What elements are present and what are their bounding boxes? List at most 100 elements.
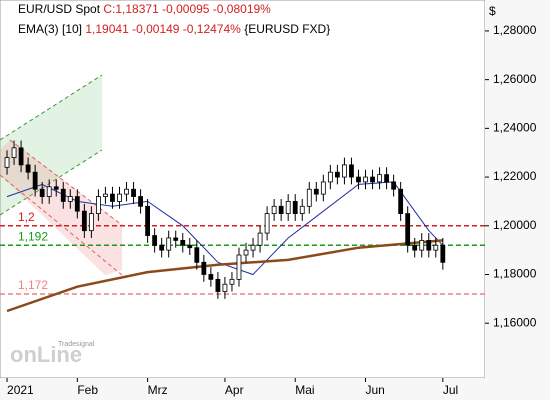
candle-body: [349, 164, 354, 178]
indicator-line: [6, 239, 443, 313]
candle-body: [103, 193, 108, 197]
candle-body: [222, 283, 228, 292]
channel-line: [9, 139, 123, 226]
x-tick-label: Mai: [295, 383, 314, 397]
candle-body: [187, 244, 193, 249]
brand: Tradesignal: [58, 341, 95, 348]
candle-body: [180, 239, 186, 246]
candle-body: [264, 213, 270, 234]
header-line-1: EUR/USD Spot C:1,18371 -0,00095 -0,08019…: [18, 2, 271, 16]
level-label: 1,172: [18, 278, 48, 292]
symbol: EUR/USD Spot: [18, 2, 101, 16]
candle-body: [292, 201, 298, 214]
candle-body: [60, 188, 66, 202]
channel-line: [0, 149, 103, 216]
x-tick-label: Mrz: [148, 383, 168, 397]
candle-body: [208, 274, 214, 280]
candle-body: [152, 235, 158, 246]
candle-body: [194, 247, 200, 263]
candle-body: [159, 244, 165, 251]
candle-body: [236, 254, 242, 280]
candle-body: [419, 239, 425, 251]
plot-area: [0, 0, 486, 379]
logo: onLine: [10, 342, 82, 367]
y-tick-label: 1,20000: [493, 218, 537, 232]
candle-body: [433, 244, 439, 251]
candle-body: [320, 181, 326, 195]
y-tick-label: 1,24000: [493, 121, 537, 135]
source: {EURUSD FXD}: [244, 22, 330, 36]
candle-body: [250, 244, 256, 251]
candle-body: [384, 174, 389, 183]
candle-body: [201, 261, 207, 275]
currency: $: [489, 4, 496, 18]
candle-body: [67, 196, 73, 202]
candle-body: [96, 196, 101, 214]
candle-body: [440, 244, 446, 263]
quote: C:1,18371 -0,00095 -0,08019%: [103, 2, 271, 16]
candle-body: [4, 157, 10, 168]
candle-body: [342, 164, 347, 178]
candle-body: [166, 237, 172, 251]
channel-line: [0, 74, 103, 141]
down-channel: [0, 140, 122, 275]
candle-body: [271, 205, 277, 214]
candle-body: [412, 244, 418, 251]
x-tick-label: Apr: [225, 383, 244, 397]
candle-body: [405, 213, 411, 246]
candle-body: [145, 205, 151, 236]
y-tick-label: 1,18000: [493, 267, 537, 281]
candle-body: [327, 171, 333, 183]
candle-body: [53, 186, 59, 190]
level-label: 1,192: [18, 229, 48, 243]
candle-body: [88, 213, 94, 232]
candle-body: [299, 205, 305, 214]
candle-body: [398, 188, 404, 214]
candle-body: [313, 188, 319, 195]
x-tick-label: Feb: [77, 383, 98, 397]
candle-body: [306, 188, 312, 207]
candle-body: [356, 176, 361, 183]
candle-body: [46, 186, 52, 197]
candle-body: [285, 201, 291, 214]
candle-body: [370, 176, 375, 183]
candle-body: [11, 147, 17, 158]
candle-body: [117, 193, 122, 202]
candle-body: [278, 205, 284, 214]
indicator-values: 1,19041 -0,00149 -0,12474%: [85, 22, 241, 36]
x-tick-label: Jun: [366, 383, 385, 397]
y-axis-panel: [485, 0, 550, 400]
candle-body: [426, 239, 432, 251]
candle-body: [124, 188, 129, 195]
y-tick-label: 1,28000: [493, 23, 537, 37]
marks: 1,2 1,192 1,172: [0, 140, 485, 313]
candle-body: [39, 188, 45, 197]
candle-body: [173, 237, 179, 241]
y-tick-label: 1,22000: [493, 169, 537, 183]
x-axis-panel: [0, 378, 485, 400]
candle-body: [229, 278, 235, 285]
candle-body: [391, 181, 397, 190]
y-tick-label: 1,16000: [493, 315, 537, 329]
candle-body: [110, 193, 115, 202]
candle-body: [32, 171, 38, 190]
candle-body: [131, 188, 136, 197]
candle-body: [25, 164, 31, 173]
x-tick-label: Jul: [443, 383, 458, 397]
candle-body: [243, 249, 249, 256]
channel-line: [0, 174, 123, 276]
candle-body: [74, 196, 80, 212]
candle-body: [138, 196, 143, 207]
candle-body: [377, 174, 382, 183]
candle-body: [363, 176, 368, 183]
y-tick-label: 1,26000: [493, 72, 537, 86]
indicator: EMA(3) [10]: [18, 22, 82, 36]
candle-body: [18, 147, 24, 166]
candle-body: [81, 210, 87, 232]
up-channel: [0, 75, 102, 215]
header-line-2: EMA(3) [10] 1,19041 -0,00149 -0,12474% {…: [18, 22, 330, 36]
candle-body: [215, 278, 221, 292]
candle-body: [334, 171, 340, 178]
x-tick-label: 2021: [7, 383, 34, 397]
